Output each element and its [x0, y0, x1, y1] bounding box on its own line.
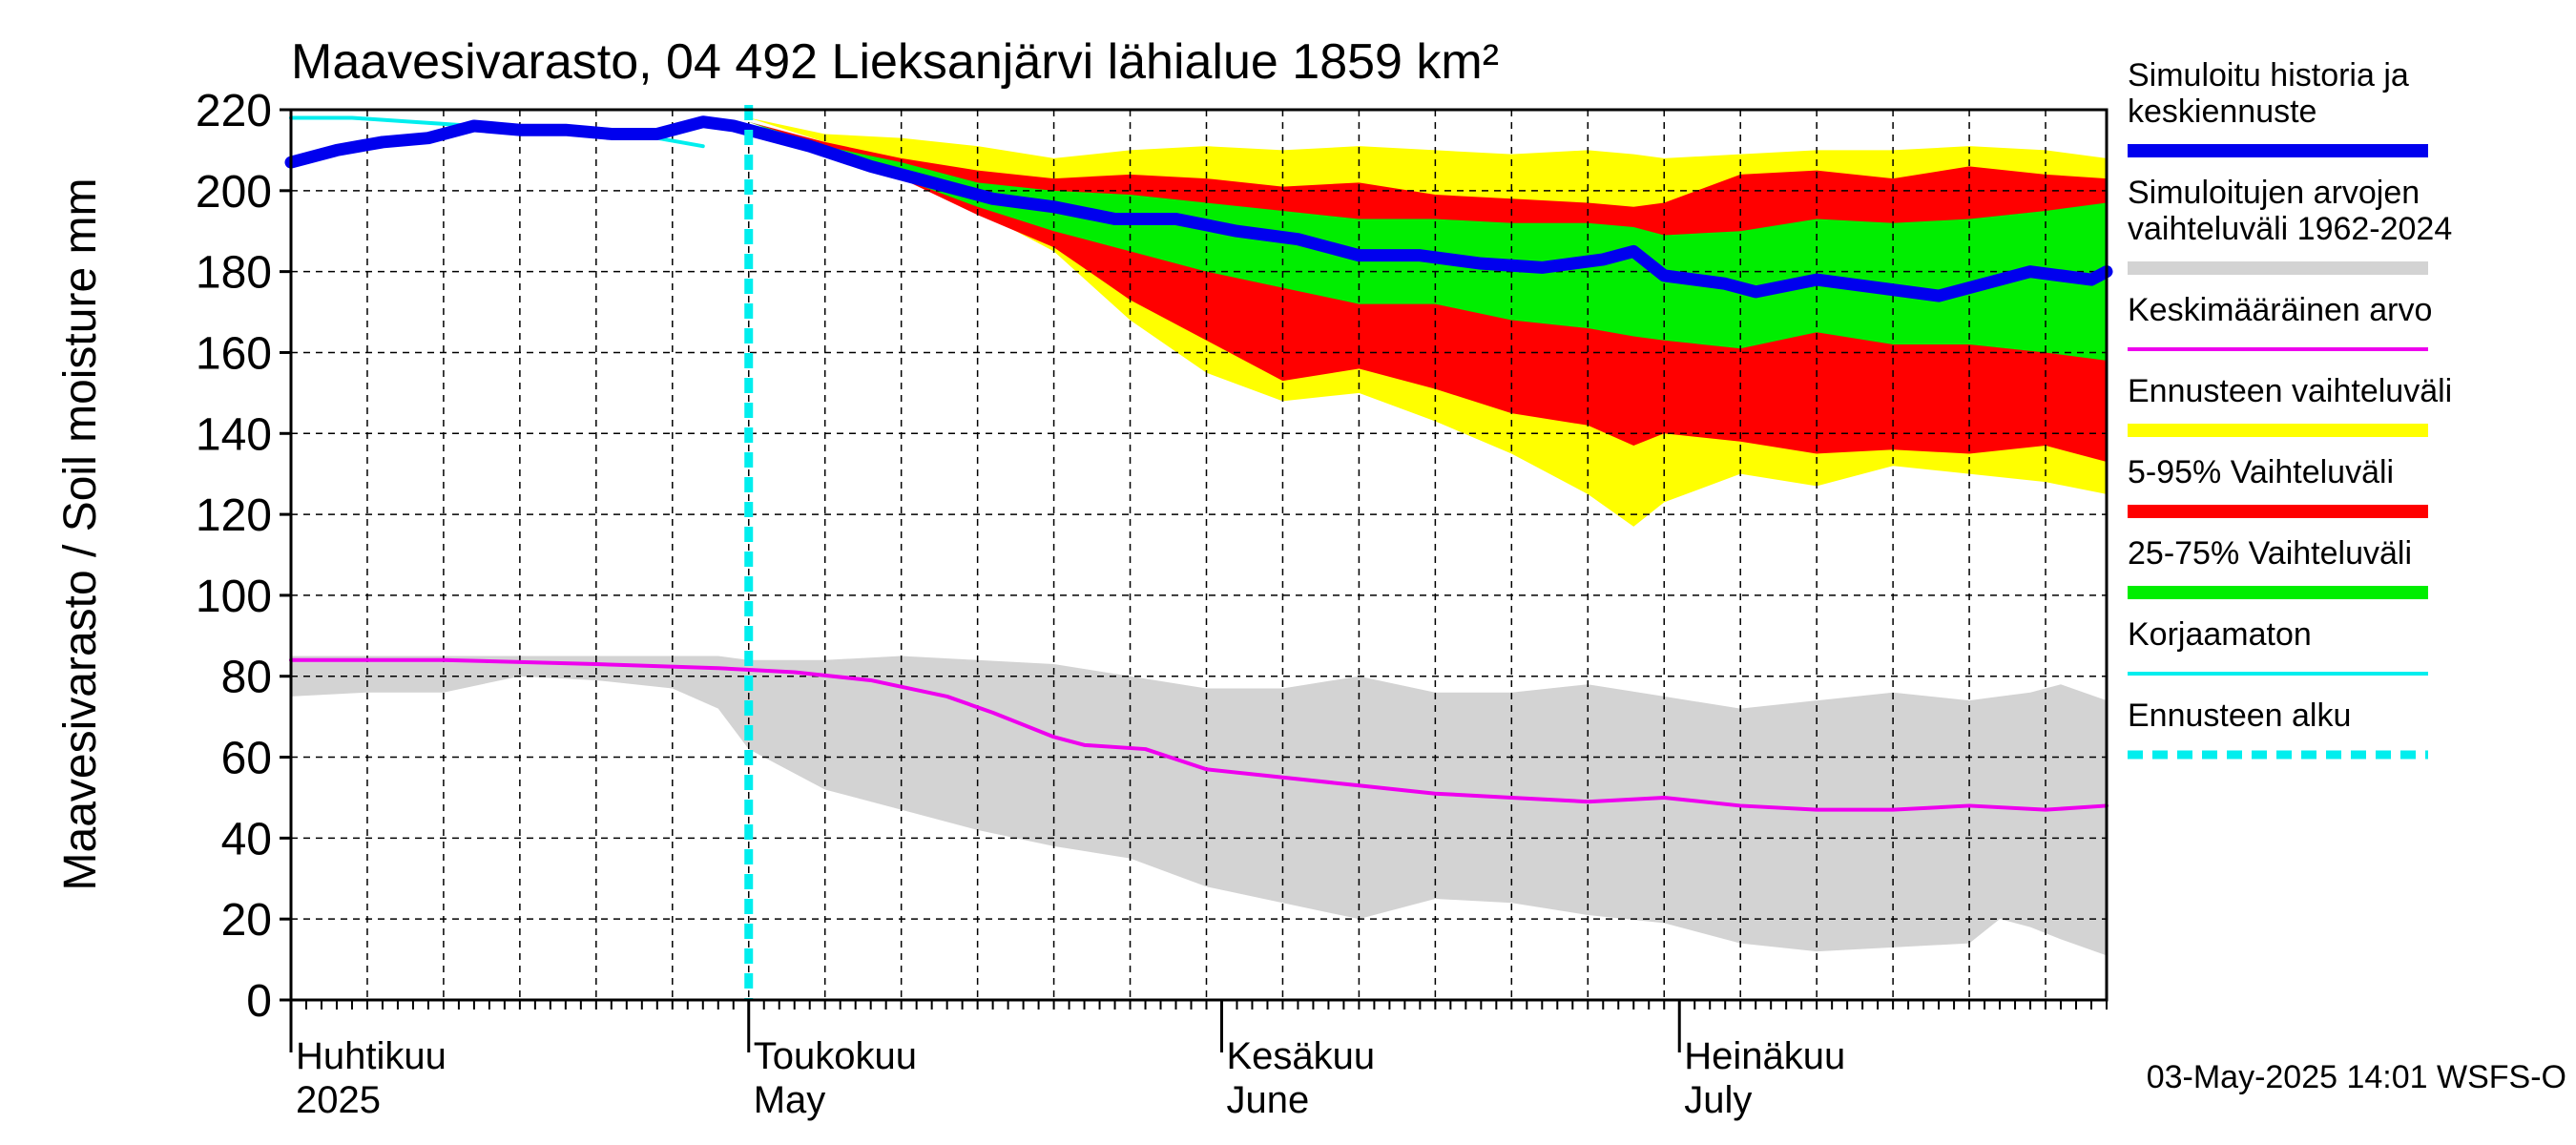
- legend-label: Simuloitu historia ja: [2128, 57, 2409, 94]
- grid-layer: [291, 110, 2107, 1000]
- plot-frame: [289, 108, 2109, 1002]
- y-tick-label: 40: [221, 814, 272, 864]
- plot-border: [289, 108, 2109, 1002]
- y-tick-label: 20: [221, 895, 272, 946]
- y-tick-label: 220: [196, 86, 272, 136]
- x-month-sublabel: June: [1226, 1079, 1309, 1121]
- legend-label: Korjaamaton: [2128, 616, 2312, 653]
- line-simuloitu-historia-ja-keskiennuste: [284, 115, 2113, 302]
- band-25-75-vaihteluv-li: [748, 121, 2107, 361]
- y-tick-label: 160: [196, 328, 272, 379]
- y-tick-label: 80: [221, 653, 272, 703]
- x-month-label: Heinäkuu: [1684, 1035, 1845, 1077]
- y-tick-label: 200: [196, 167, 272, 218]
- y-tick-label: 60: [221, 734, 272, 784]
- x-month-sublabel: May: [754, 1079, 826, 1121]
- y-axis-label: Maavesivarasto / Soil moisture mm: [55, 178, 106, 891]
- legend-label: Ennusteen vaihteluväli: [2128, 373, 2452, 409]
- y-tick-label: 120: [196, 490, 272, 541]
- y-tick-label: 180: [196, 248, 272, 299]
- legend-label: Keskimääräinen arvo: [2128, 292, 2432, 328]
- line-keskim-r-inen-arvo: [289, 657, 2109, 812]
- legend-label: keskiennuste: [2128, 94, 2316, 130]
- x-month-label: Toukokuu: [754, 1035, 917, 1077]
- chart-title: Maavesivarasto, 04 492 Lieksanjärvi lähi…: [291, 34, 1499, 90]
- legend-label: Ennusteen alku: [2128, 697, 2351, 734]
- axis-ticks: 0 20 40 60 80 100 120 140 160 180 200 220 Huhtikuu20…: [196, 86, 2108, 1121]
- bands-layer: [291, 117, 2107, 956]
- y-tick-label: 100: [196, 572, 272, 622]
- x-month-label: Kesäkuu: [1226, 1035, 1375, 1077]
- y-tick-label: 140: [196, 409, 272, 460]
- x-month-sublabel: 2025: [296, 1079, 381, 1121]
- legend-label: vaihteluväli 1962-2024: [2128, 211, 2452, 247]
- timestamp: 03-May-2025 14:01 WSFS-O: [2147, 1059, 2566, 1095]
- x-month-sublabel: July: [1684, 1079, 1752, 1121]
- legend-label: 25-75% Vaihteluväli: [2128, 535, 2412, 572]
- legend-label: 5-95% Vaihteluväli: [2128, 454, 2394, 490]
- legend-label: Simuloitujen arvojen: [2128, 175, 2420, 211]
- y-tick-label: 0: [246, 976, 272, 1027]
- x-month-label: Huhtikuu: [296, 1035, 447, 1077]
- series-layer: [284, 105, 2113, 1000]
